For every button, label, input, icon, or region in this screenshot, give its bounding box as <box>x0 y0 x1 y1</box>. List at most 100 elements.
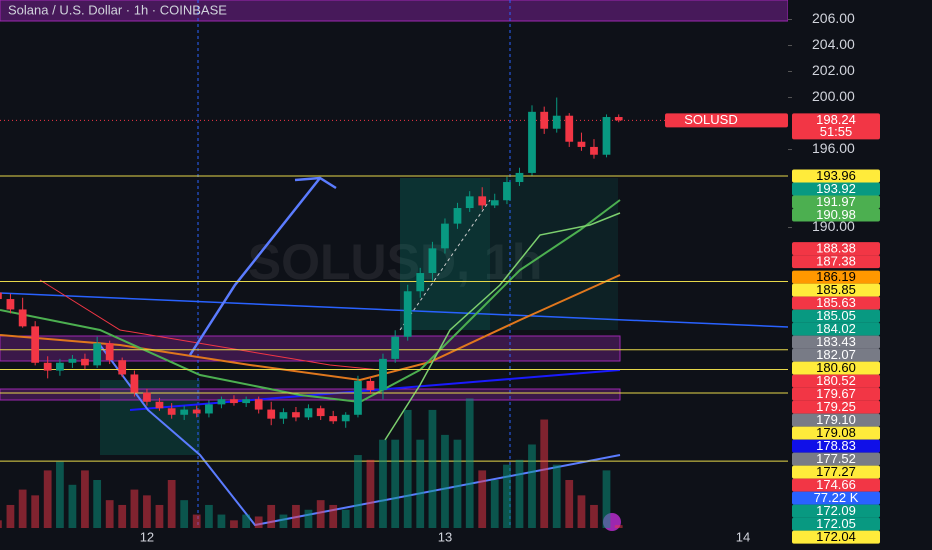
candle-body <box>292 412 300 418</box>
volume-bar <box>279 514 288 528</box>
symbol-badge <box>665 113 788 128</box>
y-tick-label: 204.00 <box>812 36 855 52</box>
candle-body <box>478 196 487 206</box>
volume-bar <box>465 398 474 528</box>
price-level-label: 180.60 <box>816 360 856 375</box>
candle-body <box>590 146 598 155</box>
candle-body <box>81 358 89 366</box>
arrow-head <box>294 176 337 190</box>
candle-body <box>279 412 288 419</box>
price-level-label: 191.97 <box>816 194 856 209</box>
price-level-label: 177.52 <box>816 451 856 466</box>
volume-bar <box>490 480 499 528</box>
volume-bar <box>304 509 313 528</box>
candle-body <box>230 399 238 404</box>
price-level-badge <box>792 242 880 256</box>
candle-body <box>329 416 338 422</box>
price-level-badge <box>792 374 880 388</box>
price-level-badge <box>792 530 880 544</box>
price-level-badge <box>792 465 880 479</box>
volume-bar <box>379 439 387 528</box>
price-level-badge <box>792 195 880 209</box>
candle-body <box>614 117 623 121</box>
price-level-label: 172.04 <box>816 529 856 544</box>
price-axis: 206.00 204.00 202.00 200.00 196.00 190.00 12 13… <box>140 10 880 544</box>
candle-body <box>143 392 151 402</box>
volume-bar <box>105 500 114 528</box>
candle-body <box>428 248 437 274</box>
price-level-badge <box>792 452 880 466</box>
candle-body <box>465 196 474 209</box>
volume-bar <box>602 470 611 528</box>
price-level-label: 183.43 <box>816 334 856 349</box>
candle-body <box>217 399 226 405</box>
candle-body <box>205 404 213 414</box>
volume-bar <box>403 409 412 528</box>
candle-body <box>453 208 462 224</box>
x-tick-label: 13 <box>438 529 452 544</box>
volume-bar <box>577 495 586 528</box>
candle-body <box>254 399 263 410</box>
price-level-badge <box>792 296 880 310</box>
price-level-label: 179.67 <box>816 386 856 401</box>
price-level-label: 193.92 <box>816 181 856 196</box>
price-level-label: 185.63 <box>816 295 856 310</box>
volume-bar <box>81 470 89 528</box>
price-level-label: 177.27 <box>816 464 856 479</box>
volume-bar <box>515 459 524 528</box>
arrow <box>188 177 321 356</box>
volume-bar <box>6 504 15 528</box>
volume-bar <box>68 484 77 528</box>
price-level-badge <box>792 208 880 222</box>
volume-bar <box>167 480 176 528</box>
volume-bar <box>391 439 400 528</box>
candle-body <box>130 374 139 393</box>
candle-body <box>577 141 586 147</box>
candle-body <box>118 360 127 375</box>
price-level-badge <box>792 283 880 297</box>
candle-body <box>503 182 511 201</box>
candle-body <box>180 409 189 415</box>
volume-bar <box>552 464 561 528</box>
volume-bar <box>130 489 139 528</box>
candle-body <box>528 111 536 173</box>
price-level-badge <box>792 361 880 375</box>
volume-bar <box>428 409 437 528</box>
candle-body <box>416 273 425 292</box>
y-tick-label: 200.00 <box>812 88 855 104</box>
volume-bar <box>217 514 226 528</box>
volume-bar <box>416 439 425 528</box>
price-level-label: 185.05 <box>816 308 856 323</box>
series <box>0 97 788 528</box>
trend-line <box>0 292 788 328</box>
price-level-badge <box>792 517 880 531</box>
price-level-badge <box>792 478 880 492</box>
candle-body <box>379 358 387 391</box>
price-level-label: 182.07 <box>816 347 856 362</box>
chart-title: Solana / U.S. Dollar · 1h · COINBASE <box>8 2 227 17</box>
volume-bar <box>329 504 338 528</box>
volume-bar <box>503 464 511 528</box>
price-level-badge <box>792 400 880 414</box>
price-level-label: 185.85 <box>816 282 856 297</box>
volume-bar <box>56 461 64 528</box>
price-level-badge <box>792 255 880 269</box>
volume-bar <box>366 459 375 528</box>
price-level-badge <box>792 348 880 362</box>
candle-body <box>93 343 102 366</box>
price-level-label: 193.96 <box>816 168 856 183</box>
volume-bar <box>453 439 462 528</box>
position-zone <box>400 178 490 330</box>
y-tick-label: 206.00 <box>812 10 855 26</box>
volume-bar <box>242 514 251 528</box>
price-level-label: 179.10 <box>816 412 856 427</box>
candle-body <box>167 408 176 415</box>
candle-body <box>341 414 350 422</box>
price-level-label: 190.98 <box>816 207 856 222</box>
price-level-label: 180.52 <box>816 373 856 388</box>
volume-bar <box>478 470 487 528</box>
volume-bar <box>292 504 300 528</box>
candle-body <box>31 326 40 363</box>
price-level-label: 186.19 <box>816 269 856 284</box>
candle-body <box>565 115 574 142</box>
